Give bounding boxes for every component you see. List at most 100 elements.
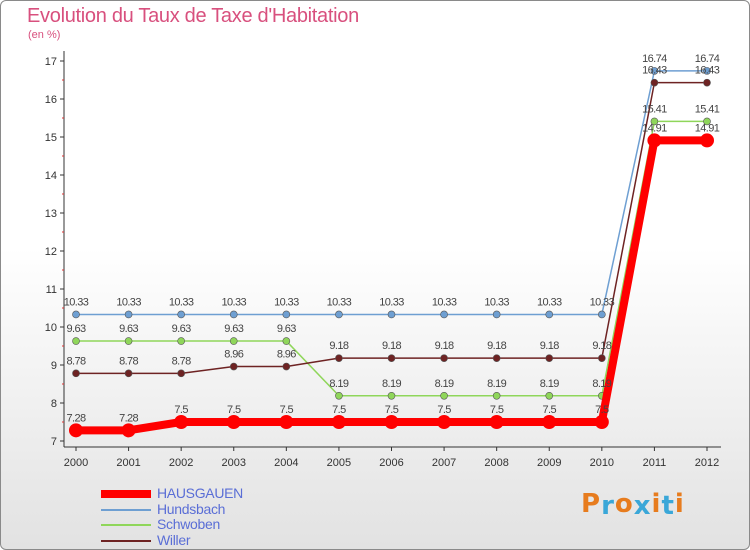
data-point [387,310,396,319]
x-tick-label: 2005 [327,457,351,469]
data-label: 8.78 [119,355,138,367]
data-label: 7.5 [332,404,346,416]
y-tick-label: 7 [51,436,57,448]
data-label: 9.63 [224,323,243,335]
x-tick-label: 2012 [695,457,719,469]
data-label: 9.18 [382,340,401,352]
data-label: 7.28 [119,412,138,424]
data-label: 16.74 [642,53,667,65]
data-point [72,310,80,319]
data-label: 7.5 [543,404,557,416]
y-tick-label: 9 [51,360,57,372]
x-tick-label: 2000 [64,457,88,469]
data-point [598,310,606,319]
y-tick-label: 13 [45,208,57,220]
x-tick-label: 2007 [432,457,456,469]
data-point [174,415,189,429]
legend-swatch [101,524,151,526]
data-point [492,391,501,400]
series-line-hundsbach [76,70,707,316]
y-tick-label: 17 [45,56,57,68]
data-point [177,337,185,345]
data-point [542,415,557,429]
data-point [335,354,343,362]
data-point [124,337,133,345]
data-point [124,310,133,319]
legend-label: HAUSGAUEN [157,485,243,501]
data-label: 16.43 [642,65,667,77]
data-label: 16.43 [695,65,720,77]
data-label: 16.74 [695,53,720,65]
data-point [703,117,711,126]
y-tick-label: 12 [45,246,57,258]
data-label: 7.5 [437,404,451,416]
data-label: 7.5 [280,404,294,416]
data-point [387,391,396,400]
y-tick-label: 11 [46,284,57,296]
data-point [647,133,662,148]
data-label: 8.19 [435,378,454,390]
data-label: 15.41 [695,103,720,115]
data-label: 10.33 [484,296,509,308]
data-point [594,415,609,429]
data-label: 10.33 [64,296,89,308]
legend-swatch [101,539,151,542]
data-label: 9.63 [66,323,85,335]
data-point [335,310,343,319]
data-label: 10.33 [221,296,246,308]
x-tick-label: 2011 [643,457,667,469]
x-tick-label: 2009 [537,457,561,469]
data-label: 10.33 [274,296,299,308]
y-tick-label: 8 [51,398,57,410]
data-label: 14.91 [642,122,667,134]
proxiti-logo: Proxiti [581,489,685,521]
data-label: 9.18 [435,340,454,352]
data-point [282,362,291,371]
data-label: 8.19 [592,378,611,390]
data-point [229,362,238,371]
y-tick-label: 15 [45,132,57,144]
data-label: 10.33 [116,296,141,308]
x-tick-label: 2002 [169,457,193,469]
data-label: 8.78 [66,355,85,367]
data-label: 10.33 [590,296,615,308]
x-tick-label: 2008 [484,457,508,469]
legend-label: Willer [157,531,191,548]
x-tick-label: 2004 [274,457,298,469]
data-label: 7.5 [385,404,399,416]
data-point [282,310,291,319]
data-label: 8.96 [224,349,243,361]
data-label: 9.63 [119,323,138,335]
data-label: 7.5 [595,404,609,416]
x-tick-label: 2010 [590,457,614,469]
data-point [440,391,448,400]
legend-label: Schwoben [157,516,220,532]
data-label: 9.18 [487,340,506,352]
data-point [650,78,659,87]
data-point [72,337,80,345]
data-point [437,415,452,429]
data-point [489,415,504,429]
data-label: 9.63 [277,323,296,335]
data-label: 15.41 [642,103,667,115]
data-point [72,369,80,378]
legend-swatch [101,508,151,511]
data-label: 10.33 [432,296,457,308]
data-label: 10.33 [327,296,352,308]
data-point [703,67,711,75]
data-point [598,354,606,362]
data-label: 8.19 [540,378,559,390]
data-label: 7.5 [490,404,504,416]
data-point [492,310,501,319]
data-point [177,310,185,319]
data-label: 10.33 [169,296,194,308]
data-point [492,354,501,362]
data-label: 8.19 [329,378,348,390]
data-label: 8.96 [277,349,296,361]
y-tick-label: 16 [45,94,57,106]
data-point [545,354,554,362]
data-label: 8.19 [382,378,401,390]
legend-swatch [101,490,151,498]
data-point [545,391,554,400]
